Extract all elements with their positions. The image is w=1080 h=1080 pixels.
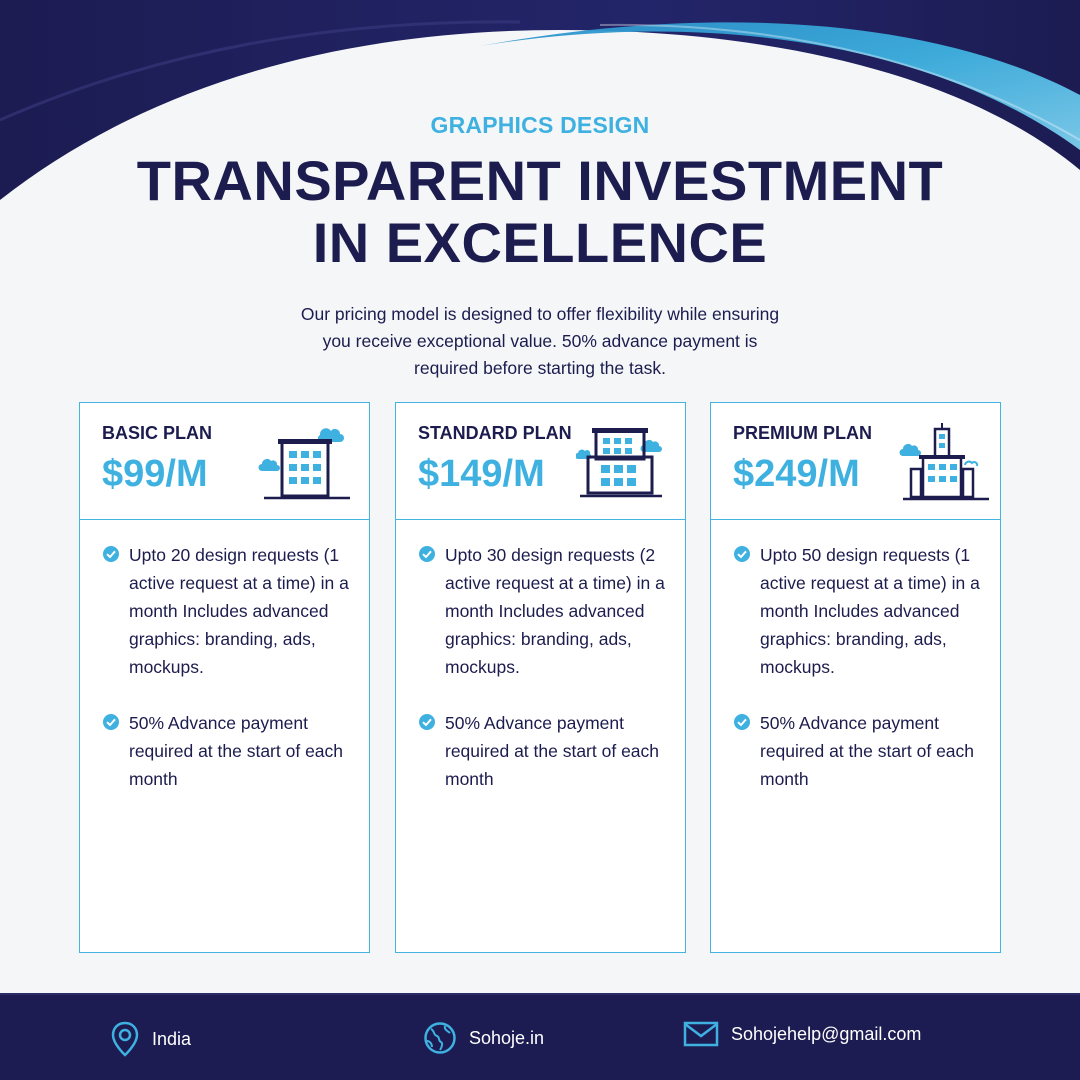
plan-price: $249/M (733, 453, 860, 495)
feature-item: 50% Advance payment required at the star… (733, 709, 982, 793)
plan-name: STANDARD PLAN (418, 423, 572, 443)
check-circle-icon (103, 714, 119, 730)
footer-email[interactable]: Sohojehelp@gmail.com (683, 1021, 921, 1047)
map-pin-icon (111, 1021, 139, 1057)
building-icon (899, 423, 989, 501)
card-header: PREMIUM PLAN $249/M (711, 403, 1000, 520)
intro-text: Our pricing model is designed to offer f… (300, 304, 780, 378)
check-circle-icon (419, 714, 435, 730)
feature-text: Upto 20 design requests (1 active reques… (129, 545, 349, 677)
footer-bar: India Sohoje.in Sohojehelp@gmail.com (0, 993, 1080, 1080)
card-features: Upto 20 design requests (1 active reques… (80, 521, 369, 821)
card-header: STANDARD PLAN $149/M (396, 403, 685, 520)
card-features: Upto 30 design requests (2 active reques… (396, 521, 685, 821)
footer-website[interactable]: Sohoje.in (423, 1021, 544, 1055)
pricing-card-standard: STANDARD PLAN $149/M Upto 30 design requ… (395, 402, 686, 953)
card-features: Upto 50 design requests (1 active reques… (711, 521, 1000, 821)
mail-icon (683, 1021, 719, 1047)
feature-item: 50% Advance payment required at the star… (102, 709, 351, 793)
check-circle-icon (734, 546, 750, 562)
email-link[interactable]: Sohojehelp@gmail.com (731, 1023, 922, 1044)
location-text: India (152, 1028, 192, 1049)
feature-text: 50% Advance payment required at the star… (129, 713, 344, 789)
section-eyebrow: GRAPHICS DESIGN (430, 112, 650, 138)
plan-price: $99/M (102, 453, 208, 495)
feature-text: Upto 30 design requests (2 active reques… (445, 545, 665, 677)
feature-item: Upto 50 design requests (1 active reques… (733, 541, 982, 681)
check-circle-icon (734, 714, 750, 730)
building-icon (576, 428, 662, 498)
feature-text: Upto 50 design requests (1 active reques… (760, 545, 980, 677)
globe-icon (424, 1022, 456, 1054)
website-link[interactable]: Sohoje.in (469, 1027, 545, 1048)
page-title-line-1: TRANSPARENT INVESTMENT (136, 149, 944, 212)
feature-text: 50% Advance payment required at the star… (760, 713, 975, 789)
check-circle-icon (419, 546, 435, 562)
page-title: TRANSPARENT INVESTMENT IN EXCELLENCE (0, 150, 1080, 274)
building-icon (258, 428, 350, 500)
feature-item: 50% Advance payment required at the star… (418, 709, 667, 793)
feature-item: Upto 20 design requests (1 active reques… (102, 541, 351, 681)
page-title-line-2: IN EXCELLENCE (312, 211, 768, 274)
plan-price: $149/M (418, 453, 545, 495)
card-header: BASIC PLAN $99/M (80, 403, 369, 520)
background-swoosh (0, 0, 1080, 200)
pricing-card-basic: BASIC PLAN $99/M Upto 20 design requests… (79, 402, 370, 953)
check-circle-icon (103, 546, 119, 562)
plan-name: BASIC PLAN (102, 423, 213, 443)
feature-text: 50% Advance payment required at the star… (445, 713, 660, 789)
footer-location: India (110, 1021, 191, 1057)
plan-name: PREMIUM PLAN (733, 423, 872, 443)
pricing-card-premium: PREMIUM PLAN $249/M Upto 50 design reque… (710, 402, 1001, 953)
feature-item: Upto 30 design requests (2 active reques… (418, 541, 667, 681)
